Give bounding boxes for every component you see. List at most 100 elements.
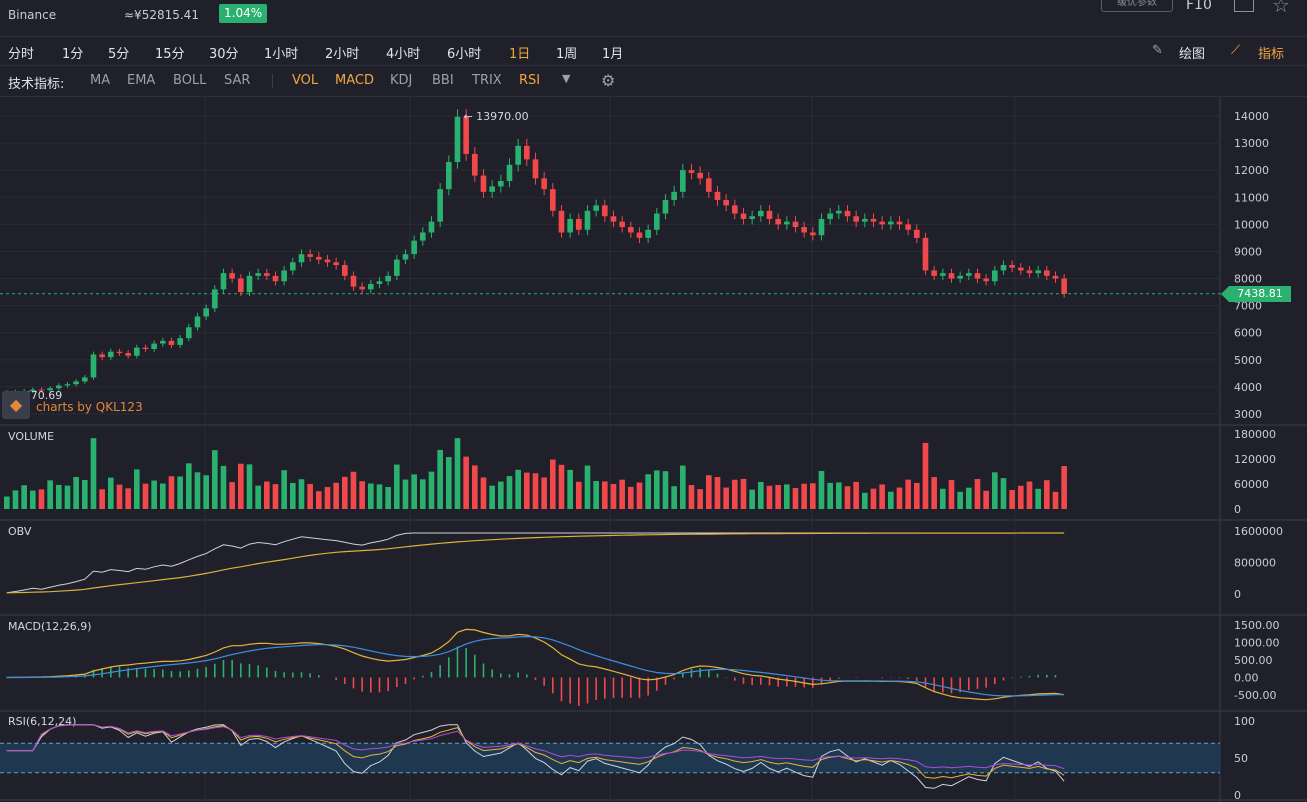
macd-hist-bar (456, 646, 459, 678)
indicators-button[interactable]: 指标 (1258, 47, 1285, 62)
timeframe-0[interactable]: 分时 (8, 47, 35, 62)
candle-body (307, 254, 313, 257)
volume-bar (402, 479, 409, 509)
price-tick: 12000 (1234, 164, 1269, 177)
macd-tick: 1000.00 (1234, 637, 1280, 650)
candle-body (1052, 275, 1059, 279)
timeframe-9[interactable]: 1日 (509, 47, 531, 62)
price-tick: 7000 (1234, 300, 1262, 313)
f10-button[interactable]: F10 (1186, 0, 1212, 13)
candle-body (342, 265, 348, 276)
dropdown-caret-icon[interactable]: ▼ (562, 72, 571, 85)
exit-fullscreen-icon[interactable] (1234, 0, 1254, 12)
macd-hist-bar (1028, 675, 1031, 678)
indicator-sar[interactable]: SAR (224, 73, 251, 88)
indicator-kdj[interactable]: KDJ (390, 73, 413, 88)
macd-hist-bar (612, 677, 615, 699)
macd-hist-bar (274, 671, 277, 678)
macd-hist-bar (777, 677, 779, 687)
macd-hist-bar (205, 667, 207, 678)
macd-hist-bar (508, 674, 511, 678)
timeframe-10[interactable]: 1周 (556, 47, 578, 62)
gear-icon[interactable]: ⚙ (601, 71, 616, 90)
settings-button[interactable]: 缓优参数 (1101, 0, 1173, 12)
rsi-6-line (6, 724, 1065, 789)
macd-hist-bar (127, 667, 129, 678)
draw-button[interactable]: 绘图 (1179, 47, 1206, 62)
cny-price: ≈¥52815.41 (124, 8, 199, 22)
candle-body (47, 388, 53, 391)
candle-body (1035, 270, 1041, 274)
volume-bar (974, 479, 981, 509)
volume-bar (56, 484, 62, 509)
candle-body (489, 186, 495, 192)
volume-bar (801, 483, 807, 509)
indicator-ema[interactable]: EMA (127, 73, 156, 88)
candle-body (862, 218, 868, 222)
macd-hist-bar (188, 670, 190, 678)
volume-bar (454, 438, 461, 509)
volume-tick: 0 (1234, 503, 1241, 516)
volume-bar (602, 481, 608, 509)
indicator-trix[interactable]: TRIX (472, 73, 502, 88)
macd-hist-bar (1046, 674, 1048, 678)
macd-hist-bar (820, 677, 823, 685)
star-icon[interactable]: ☆ (1272, 0, 1290, 17)
macd-hist-bar (300, 672, 303, 678)
volume-bar (654, 470, 660, 509)
macd-hist-bar (586, 677, 589, 704)
candle-body (541, 178, 547, 190)
timeframe-2[interactable]: 5分 (108, 47, 130, 62)
timeframe-11[interactable]: 1月 (602, 47, 624, 62)
candle-body (593, 205, 599, 211)
volume-bar (203, 475, 209, 509)
indicator-ma[interactable]: MA (90, 73, 111, 88)
candle-body (1009, 265, 1015, 268)
candle-body (38, 389, 45, 391)
candle-body (888, 221, 894, 225)
timeframe-8[interactable]: 6小时 (447, 47, 482, 62)
pencil-icon[interactable]: ✎ (1152, 43, 1163, 58)
candle-body (792, 221, 799, 228)
volume-bar (784, 484, 790, 509)
price-tick: 3000 (1234, 408, 1262, 421)
timeframe-6[interactable]: 2小时 (325, 47, 360, 62)
volume-bar (870, 488, 877, 509)
macd-hist-bar (500, 673, 502, 678)
candle-body (766, 210, 773, 219)
rsi-title: RSI(6,12,24) (8, 715, 76, 728)
timeframe-5[interactable]: 1小时 (264, 47, 299, 62)
timeframe-1[interactable]: 1分 (62, 47, 84, 62)
macd-hist-bar (838, 677, 840, 679)
macd-tick: 0.00 (1234, 672, 1259, 685)
indicator-bbi[interactable]: BBI (432, 73, 454, 88)
timeframe-7[interactable]: 4小时 (386, 47, 421, 62)
macd-hist-bar (994, 677, 996, 685)
indicator-macd[interactable]: MACD (335, 73, 374, 88)
candle-body (706, 178, 712, 192)
indicator-rsi[interactable]: RSI (519, 73, 541, 88)
volume-bar (810, 483, 816, 509)
indicator-vol[interactable]: VOL (292, 73, 319, 88)
timeframe-3[interactable]: 15分 (155, 47, 185, 62)
volume-bar (896, 487, 903, 509)
timeframe-4[interactable]: 30分 (209, 47, 239, 62)
volume-bar (420, 479, 426, 509)
macd-hist-bar (292, 672, 294, 678)
candle-body (957, 275, 963, 279)
macd-tick: 1500.00 (1234, 619, 1280, 632)
macd-hist-bar (439, 665, 441, 678)
chart-indicator-icon[interactable]: ⟋ (1231, 43, 1241, 58)
candle-body (827, 213, 833, 219)
candle-body (177, 338, 183, 345)
candle-body (333, 262, 339, 265)
obv-tick: 1600000 (1234, 525, 1283, 538)
volume-bar (428, 471, 435, 509)
volume-bar (1018, 485, 1024, 509)
indicator-boll[interactable]: BOLL (173, 73, 207, 88)
volume-bar (541, 477, 547, 509)
candle-body (870, 218, 877, 222)
volume-bar (480, 477, 487, 509)
volume-bar (437, 449, 443, 509)
